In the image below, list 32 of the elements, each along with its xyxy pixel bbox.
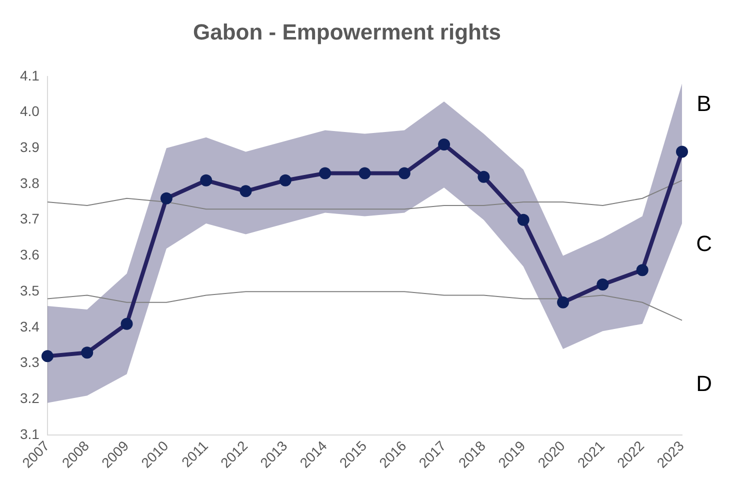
point [596,278,609,290]
point [279,174,292,186]
y-tick-label: 3.1 [20,426,40,442]
point [478,170,490,183]
y-tick-label: 3.5 [20,282,40,298]
point [557,296,570,308]
text: C [696,231,712,256]
y-tick-label: 3.3 [20,354,40,370]
text: D [696,370,712,396]
text: B [696,91,712,116]
y-tick-label: 3.8 [20,174,40,191]
point [636,264,648,276]
point [358,167,371,180]
chart-title: Gabon - Empowerment rights [192,19,502,44]
point [120,318,133,330]
point [676,146,688,158]
y-tick-label: 3.7 [20,210,40,227]
y-tick-label: 4.1 [20,67,40,84]
y-tick-label: 3.2 [20,390,40,406]
point [81,346,94,359]
point [438,138,450,151]
point [517,214,530,226]
point [319,167,332,180]
y-tick-label: 4.0 [20,103,40,120]
y-tick-label: 3.6 [20,246,40,263]
point [240,185,252,198]
point [160,192,172,204]
point [200,174,212,186]
point [41,350,54,362]
point [398,167,410,180]
y-tick-label: 3.4 [20,318,40,334]
y-tick-label: 3.9 [20,139,40,155]
